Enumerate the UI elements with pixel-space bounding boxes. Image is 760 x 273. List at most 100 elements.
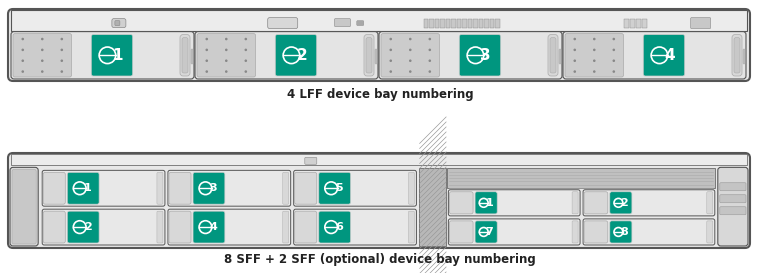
Bar — [11, 154, 747, 165]
FancyBboxPatch shape — [548, 35, 558, 76]
Circle shape — [429, 49, 431, 51]
FancyBboxPatch shape — [475, 192, 497, 214]
FancyBboxPatch shape — [43, 172, 65, 204]
FancyBboxPatch shape — [12, 169, 36, 244]
FancyBboxPatch shape — [112, 19, 126, 28]
FancyBboxPatch shape — [408, 211, 414, 243]
Circle shape — [409, 49, 412, 51]
FancyBboxPatch shape — [565, 34, 623, 77]
FancyBboxPatch shape — [115, 20, 120, 26]
Circle shape — [574, 49, 576, 51]
FancyBboxPatch shape — [293, 209, 416, 245]
FancyBboxPatch shape — [449, 221, 473, 243]
Circle shape — [389, 60, 392, 62]
FancyBboxPatch shape — [375, 49, 377, 64]
FancyBboxPatch shape — [356, 20, 364, 26]
Circle shape — [41, 60, 43, 62]
FancyBboxPatch shape — [43, 170, 165, 206]
Circle shape — [61, 70, 63, 73]
Circle shape — [593, 70, 596, 73]
FancyBboxPatch shape — [408, 172, 414, 204]
Bar — [445, 19, 450, 28]
FancyBboxPatch shape — [295, 172, 317, 204]
Text: 1: 1 — [84, 183, 91, 193]
FancyBboxPatch shape — [584, 192, 608, 214]
Circle shape — [21, 70, 24, 73]
Circle shape — [429, 60, 431, 62]
FancyBboxPatch shape — [68, 172, 99, 204]
Circle shape — [61, 60, 63, 62]
Bar — [435, 19, 439, 28]
Circle shape — [245, 49, 247, 51]
FancyBboxPatch shape — [195, 32, 378, 79]
Circle shape — [613, 70, 615, 73]
FancyBboxPatch shape — [475, 221, 497, 243]
Bar — [479, 19, 483, 28]
FancyBboxPatch shape — [180, 35, 190, 76]
Bar — [642, 19, 647, 28]
Circle shape — [41, 70, 43, 73]
Circle shape — [409, 38, 412, 40]
Circle shape — [21, 38, 24, 40]
Bar — [495, 19, 499, 28]
FancyBboxPatch shape — [8, 9, 750, 81]
FancyBboxPatch shape — [584, 221, 608, 243]
Circle shape — [389, 38, 392, 40]
Bar — [636, 19, 641, 28]
Circle shape — [61, 49, 63, 51]
FancyBboxPatch shape — [449, 192, 473, 214]
FancyBboxPatch shape — [193, 211, 225, 243]
FancyBboxPatch shape — [366, 38, 372, 73]
Text: 1: 1 — [486, 198, 493, 208]
Circle shape — [613, 38, 615, 40]
FancyBboxPatch shape — [572, 221, 578, 243]
FancyBboxPatch shape — [720, 195, 746, 203]
Text: 5: 5 — [335, 183, 343, 193]
FancyBboxPatch shape — [643, 35, 685, 76]
FancyBboxPatch shape — [68, 211, 99, 243]
FancyBboxPatch shape — [381, 34, 439, 77]
Circle shape — [389, 49, 392, 51]
FancyBboxPatch shape — [43, 211, 65, 243]
Circle shape — [429, 70, 431, 73]
FancyBboxPatch shape — [583, 219, 715, 245]
FancyBboxPatch shape — [169, 211, 191, 243]
Text: 3: 3 — [210, 183, 217, 193]
FancyBboxPatch shape — [550, 38, 556, 73]
FancyBboxPatch shape — [459, 35, 501, 76]
FancyBboxPatch shape — [572, 192, 578, 214]
FancyBboxPatch shape — [293, 170, 416, 206]
FancyBboxPatch shape — [168, 170, 290, 206]
FancyBboxPatch shape — [169, 172, 191, 204]
Text: 4 LFF device bay numbering: 4 LFF device bay numbering — [287, 88, 473, 101]
Circle shape — [389, 70, 392, 73]
FancyBboxPatch shape — [734, 38, 740, 73]
Circle shape — [245, 70, 247, 73]
FancyBboxPatch shape — [275, 35, 317, 76]
Circle shape — [41, 38, 43, 40]
FancyBboxPatch shape — [283, 211, 289, 243]
FancyBboxPatch shape — [610, 221, 632, 243]
Circle shape — [574, 70, 576, 73]
Bar — [451, 19, 455, 28]
Circle shape — [593, 60, 596, 62]
FancyBboxPatch shape — [182, 38, 188, 73]
Bar — [630, 19, 635, 28]
FancyBboxPatch shape — [364, 35, 374, 76]
Bar — [440, 19, 445, 28]
Circle shape — [593, 38, 596, 40]
Bar — [467, 19, 472, 28]
Circle shape — [613, 60, 615, 62]
Bar — [429, 19, 433, 28]
Circle shape — [409, 70, 412, 73]
Circle shape — [245, 38, 247, 40]
FancyBboxPatch shape — [157, 211, 163, 243]
Bar — [420, 168, 446, 246]
Text: 2: 2 — [84, 222, 91, 232]
Text: 1: 1 — [112, 48, 123, 63]
Text: 4: 4 — [664, 48, 675, 63]
FancyBboxPatch shape — [197, 34, 255, 77]
Circle shape — [409, 60, 412, 62]
Circle shape — [225, 70, 227, 73]
FancyBboxPatch shape — [193, 172, 225, 204]
